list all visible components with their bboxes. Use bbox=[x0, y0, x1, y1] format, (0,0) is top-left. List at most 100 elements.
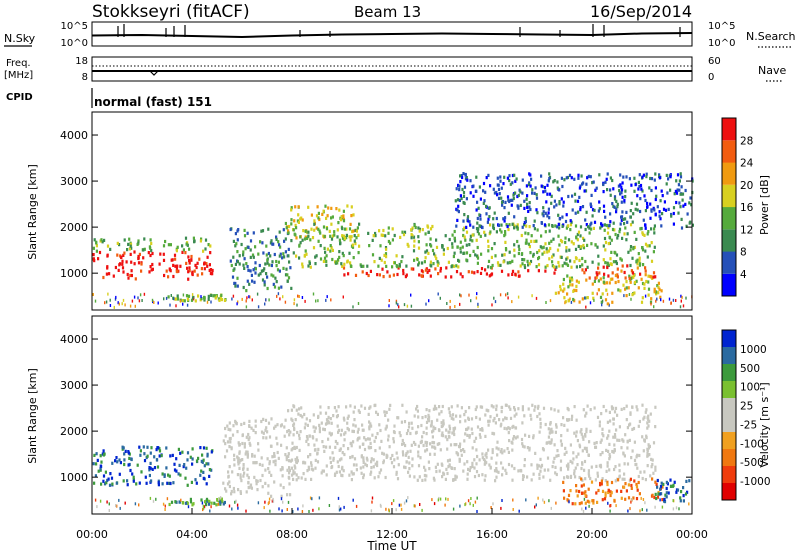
power-cell bbox=[611, 277, 614, 281]
power-cell bbox=[636, 262, 639, 266]
power-cell bbox=[354, 228, 357, 232]
velocity-cell bbox=[191, 462, 194, 466]
power-cell bbox=[653, 231, 656, 235]
velocity-speckle bbox=[688, 502, 690, 506]
velocity-cell bbox=[544, 422, 547, 427]
velocity-cell bbox=[551, 465, 554, 469]
power-cell bbox=[501, 203, 504, 207]
power-cell bbox=[305, 252, 308, 256]
power-cell bbox=[541, 246, 544, 250]
power-cell bbox=[307, 234, 310, 238]
power-cell bbox=[413, 223, 416, 227]
velocity-speckle bbox=[124, 501, 126, 505]
velocity-cell bbox=[296, 430, 299, 435]
power-cell bbox=[319, 231, 322, 235]
power-cell bbox=[642, 173, 645, 177]
power-cell bbox=[196, 261, 199, 265]
power-cell bbox=[458, 184, 461, 188]
power-cell bbox=[574, 211, 577, 215]
power-cell bbox=[647, 287, 651, 291]
velocity-cell bbox=[376, 432, 379, 436]
velocity-cell bbox=[478, 433, 481, 437]
power-cell bbox=[304, 235, 307, 239]
velocity-cell bbox=[412, 440, 416, 445]
power-cell bbox=[418, 273, 421, 277]
power-cell bbox=[632, 275, 635, 279]
velocity-cell bbox=[438, 405, 441, 409]
power-speckle bbox=[672, 298, 675, 302]
velocity-cell bbox=[609, 493, 612, 498]
power-cell bbox=[609, 257, 612, 261]
velocity-cell bbox=[102, 449, 105, 453]
power-cell bbox=[246, 265, 249, 269]
power-cell bbox=[462, 228, 465, 232]
power-cell bbox=[339, 241, 342, 245]
velocity-cell bbox=[507, 450, 510, 454]
power-speckle bbox=[94, 299, 97, 303]
velocity-cell bbox=[427, 413, 430, 417]
velocity-cell bbox=[620, 407, 623, 411]
velocity-cell bbox=[228, 465, 231, 469]
velocity-cell bbox=[589, 476, 592, 481]
power-speckle bbox=[109, 304, 112, 307]
power-frame bbox=[91, 111, 693, 311]
power-colorbar-segment bbox=[722, 229, 736, 252]
power-cell bbox=[234, 284, 237, 288]
power-speckle bbox=[216, 295, 218, 299]
power-cell bbox=[245, 262, 248, 266]
velocity-cell bbox=[244, 452, 247, 456]
velocity-cell bbox=[243, 442, 246, 446]
velocity-cell bbox=[225, 449, 229, 453]
velocity-speckle bbox=[678, 507, 680, 511]
power-cell bbox=[331, 257, 334, 262]
power-cell bbox=[641, 246, 644, 250]
velocity-cell bbox=[612, 422, 615, 426]
velocity-cell bbox=[94, 474, 97, 478]
velocity-cell bbox=[682, 499, 685, 503]
power-cell bbox=[616, 205, 619, 209]
velocity-cell bbox=[404, 465, 407, 470]
velocity-cell bbox=[599, 481, 602, 486]
power-cell bbox=[455, 224, 458, 228]
velocity-cell bbox=[448, 430, 451, 434]
power-cell bbox=[167, 275, 170, 279]
power-speckle bbox=[296, 303, 298, 307]
power-cell bbox=[201, 272, 204, 276]
velocity-speckle bbox=[96, 505, 98, 509]
velocity-cell bbox=[484, 474, 487, 478]
velocity-cell bbox=[510, 440, 513, 444]
velocity-cell bbox=[246, 473, 249, 477]
velocity-cell bbox=[336, 441, 339, 446]
power-cell bbox=[116, 253, 119, 257]
power-cell bbox=[638, 256, 641, 260]
power-speckle bbox=[601, 299, 604, 303]
velocity-cell bbox=[596, 471, 599, 475]
power-cell bbox=[577, 176, 580, 180]
power-cell bbox=[644, 198, 647, 203]
velocity-cell bbox=[348, 473, 351, 477]
velocity-cell bbox=[317, 415, 320, 419]
velocity-cell bbox=[364, 462, 367, 466]
velocity-cell bbox=[647, 417, 650, 422]
power-cell bbox=[254, 267, 257, 271]
power-cell bbox=[272, 282, 275, 286]
velocity-cell bbox=[155, 458, 159, 462]
power-cell bbox=[579, 206, 582, 210]
velocity-cell bbox=[603, 497, 607, 501]
velocity-cell bbox=[481, 427, 484, 431]
power-cell bbox=[259, 240, 262, 244]
velocity-cell bbox=[417, 444, 420, 448]
nave-right-tick-bottom: 0 bbox=[708, 72, 714, 83]
velocity-cell bbox=[308, 467, 311, 471]
power-cell bbox=[652, 271, 656, 275]
velocity-cell bbox=[280, 423, 283, 427]
power-cell bbox=[533, 239, 536, 243]
power-cell bbox=[496, 183, 499, 187]
velocity-cell bbox=[233, 490, 236, 494]
power-cell bbox=[95, 244, 98, 248]
velocity-cell bbox=[285, 446, 288, 450]
power-cell bbox=[469, 253, 472, 258]
power-cell bbox=[620, 185, 623, 189]
power-cell bbox=[418, 229, 421, 233]
velocity-cell bbox=[601, 432, 604, 436]
